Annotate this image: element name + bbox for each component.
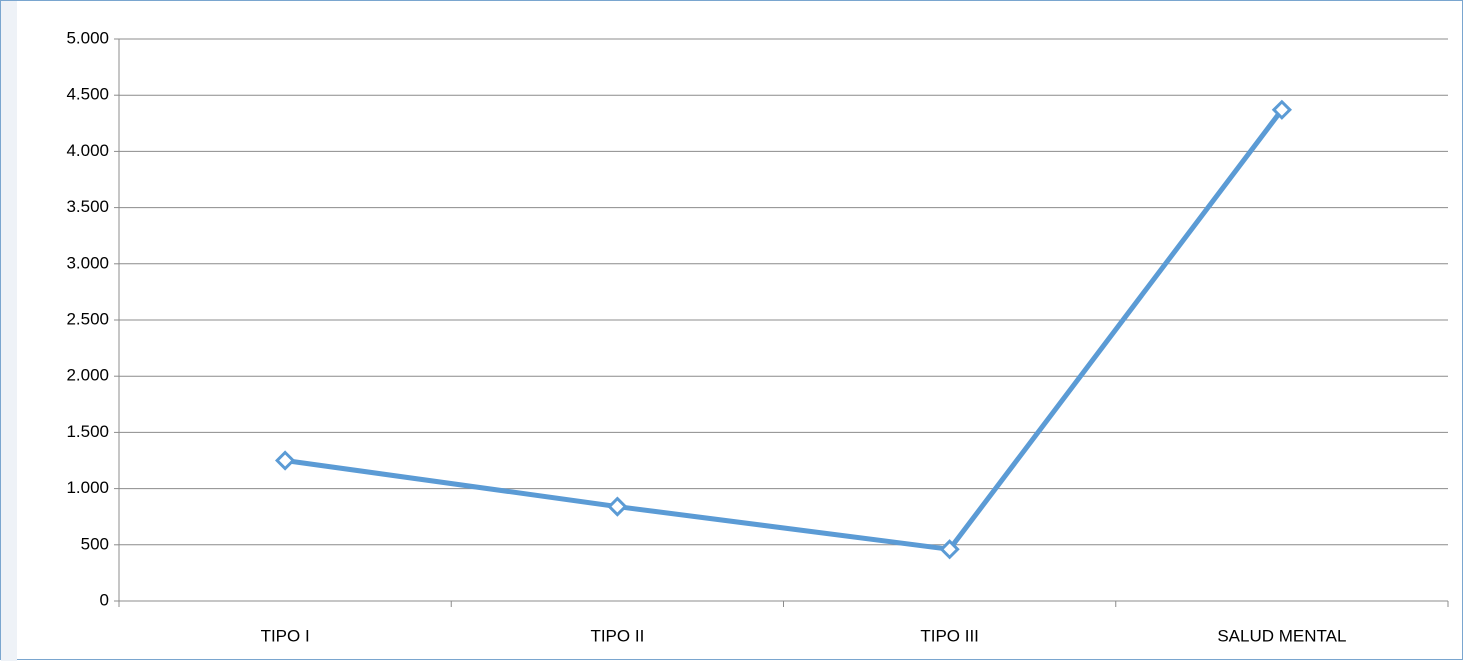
data-point-marker: [939, 539, 960, 560]
data-point-marker: [607, 496, 628, 517]
y-tick-label: 3.000: [66, 253, 109, 272]
y-tick-label: 5.000: [66, 28, 109, 47]
gridlines: [119, 38, 1448, 546]
y-tick-label: 2.000: [66, 366, 109, 385]
y-tick-label: 4.500: [66, 85, 109, 104]
data-point-marker: [1271, 99, 1292, 120]
y-tick-label: 1.000: [66, 478, 109, 497]
chart-left-strip: [1, 1, 17, 661]
series-line: [282, 107, 1285, 552]
y-tick-label: 4.000: [66, 141, 109, 160]
y-tick-label: 2.500: [66, 309, 109, 328]
x-tick-label: TIPO II: [590, 626, 644, 645]
y-tick-label: 500: [81, 534, 109, 553]
axes: [114, 38, 1449, 607]
x-axis-tick-labels: TIPO I TIPO II TIPO III SALUD MENTAL: [261, 626, 1347, 645]
y-axis-tick-labels: 0 500 1.000 1.500 2.000 2.500 3.000 3.500 4.000 4…: [66, 28, 109, 609]
x-tick-label: TIPO I: [261, 626, 310, 645]
y-tick-label: 1.500: [66, 422, 109, 441]
series-layer: [275, 99, 1292, 560]
x-tick-label: SALUD MENTAL: [1217, 626, 1346, 645]
y-tick-label: 0: [100, 590, 109, 609]
y-tick-label: 3.500: [66, 197, 109, 216]
x-tick-label: TIPO III: [920, 626, 979, 645]
data-point-marker: [275, 450, 296, 471]
